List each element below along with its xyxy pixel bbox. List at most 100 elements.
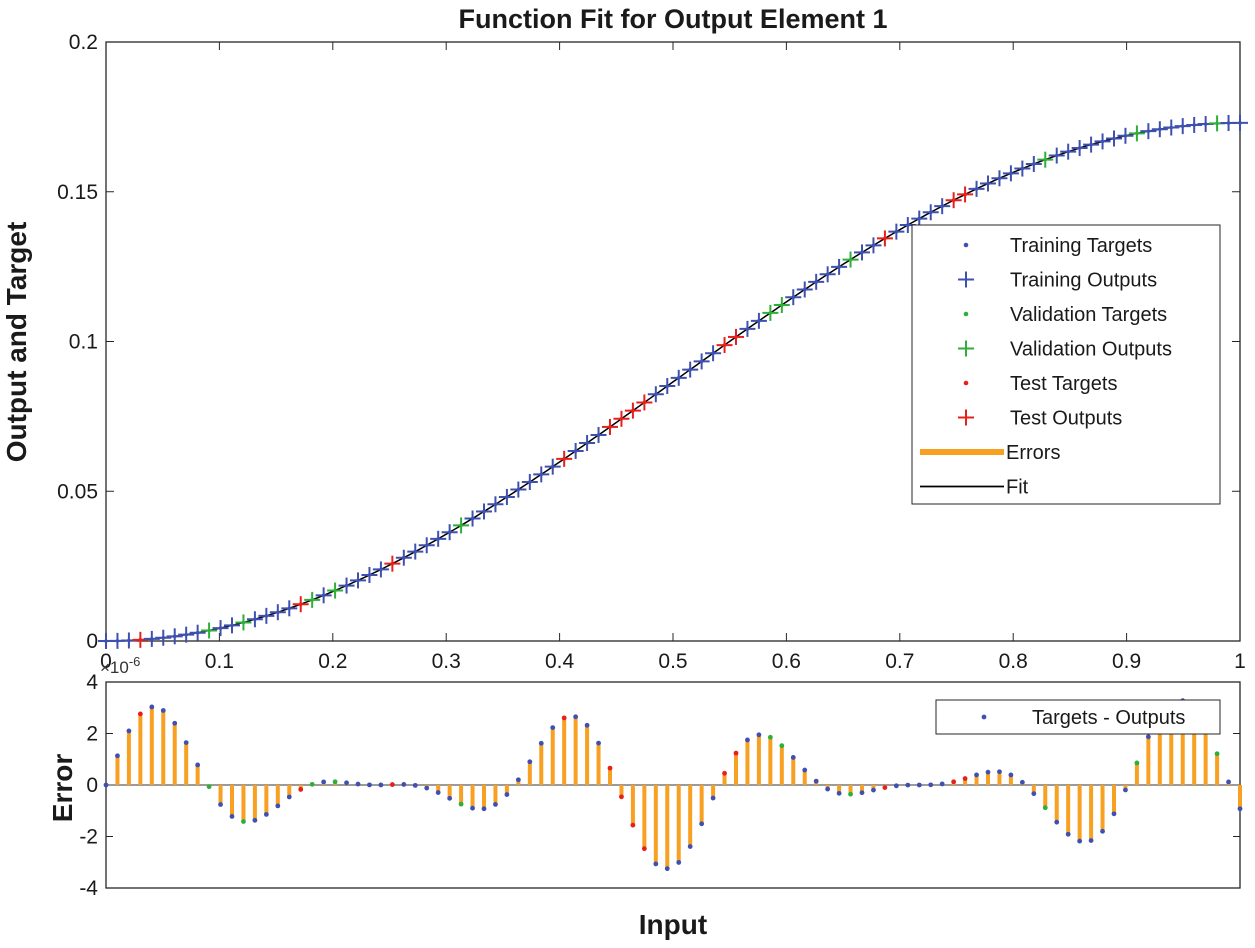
error-point [481, 806, 487, 812]
y-tick-label: 4 [86, 671, 98, 694]
error-point [1077, 838, 1083, 844]
training-target-point [1180, 124, 1185, 128]
training-target-point [1169, 125, 1174, 130]
error-point [126, 728, 132, 734]
error-point [115, 753, 120, 759]
error-point [160, 708, 166, 713]
training-target-point [1112, 136, 1116, 141]
error-point [802, 767, 808, 773]
y-tick-label: 0.2 [69, 31, 98, 54]
training-target-point [997, 176, 1002, 181]
error-point [309, 781, 315, 787]
error-point [790, 755, 796, 760]
training-target-point [493, 502, 498, 507]
error-point [137, 711, 143, 717]
error-point [493, 801, 498, 807]
error-point [286, 794, 292, 800]
validation-target-point [1135, 131, 1139, 136]
legend-label: Validation Outputs [1010, 339, 1172, 361]
test-target-point [562, 457, 566, 461]
chart-title: Function Fit for Output Element 1 [459, 4, 888, 34]
training-target-point [287, 606, 292, 611]
legend-swatch-dot [981, 714, 987, 720]
error-point [630, 822, 636, 828]
validation-target-point [333, 588, 337, 593]
error-point [538, 740, 544, 746]
error-point [928, 782, 934, 788]
training-target-point [379, 567, 383, 572]
error-point [1054, 819, 1060, 825]
error-point [882, 785, 888, 790]
error-point [504, 792, 510, 797]
training-target-point [161, 635, 166, 640]
error-point [1145, 734, 1151, 740]
error-point [561, 715, 567, 721]
error-point [344, 780, 349, 786]
error-point [321, 779, 327, 785]
validation-target-point [780, 303, 784, 307]
error-point [435, 790, 441, 795]
test-target-point [722, 343, 727, 347]
training-target-point [711, 351, 715, 356]
x-tick-label: 0.5 [658, 650, 687, 673]
training-target-point [413, 549, 418, 554]
x-tick-label: 0.7 [885, 650, 914, 673]
training-target-point [974, 187, 979, 191]
error-point [573, 714, 579, 720]
error-point [710, 795, 716, 801]
training-target-point [218, 626, 223, 630]
training-target-point [1123, 133, 1128, 138]
error-point [195, 762, 201, 768]
test-target-point [619, 417, 624, 421]
error-point [218, 802, 223, 807]
training-target-point [195, 630, 200, 635]
training-target-point [550, 464, 555, 469]
training-target-point [676, 376, 681, 380]
training-target-point [654, 392, 658, 397]
training-target-point [837, 265, 841, 269]
legend-swatch-dot [963, 242, 969, 248]
y-tick-label: 0.1 [69, 331, 98, 354]
error-point [389, 782, 395, 787]
error-point [367, 782, 372, 788]
error-point [515, 777, 521, 783]
training-target-point [860, 250, 864, 255]
test-target-point [951, 198, 956, 203]
legend-swatch-plus [958, 340, 974, 357]
x-tick-label: 0.4 [545, 650, 575, 673]
training-target-point [906, 223, 910, 227]
bottom-y-axis-label: Error [47, 754, 78, 823]
error-point [1008, 772, 1014, 778]
error-point [527, 759, 533, 765]
error-point [596, 740, 601, 746]
training-target-point [470, 516, 475, 521]
training-target-point [1226, 121, 1231, 125]
bottom-x-axis-label: Input [639, 909, 707, 940]
training-target-point [699, 359, 704, 364]
error-point [779, 743, 785, 749]
training-target-point [276, 610, 280, 615]
error-point [985, 769, 991, 775]
error-point [676, 860, 682, 865]
test-target-point [642, 400, 647, 405]
error-point [951, 779, 957, 785]
error-point [584, 722, 590, 728]
error-point [1088, 838, 1094, 843]
training-target-point [1203, 122, 1208, 126]
training-target-point [1238, 121, 1242, 125]
training-target-point [505, 495, 509, 499]
error-point [733, 750, 739, 756]
error-point [1226, 779, 1231, 785]
error-point [263, 812, 269, 817]
top-legend: Training Targets Training Outputs Validati… [911, 224, 1221, 505]
training-target-point [367, 573, 372, 577]
y-tick-label: 0 [86, 774, 98, 797]
training-target-point [516, 487, 521, 492]
top-y-axis-label: Output and Target [1, 222, 32, 463]
test-target-point [963, 192, 967, 197]
x-tick-label: 0.2 [318, 650, 347, 673]
legend-swatch-plus [958, 409, 974, 426]
training-target-point [1146, 129, 1151, 133]
validation-target-point [1215, 121, 1219, 126]
